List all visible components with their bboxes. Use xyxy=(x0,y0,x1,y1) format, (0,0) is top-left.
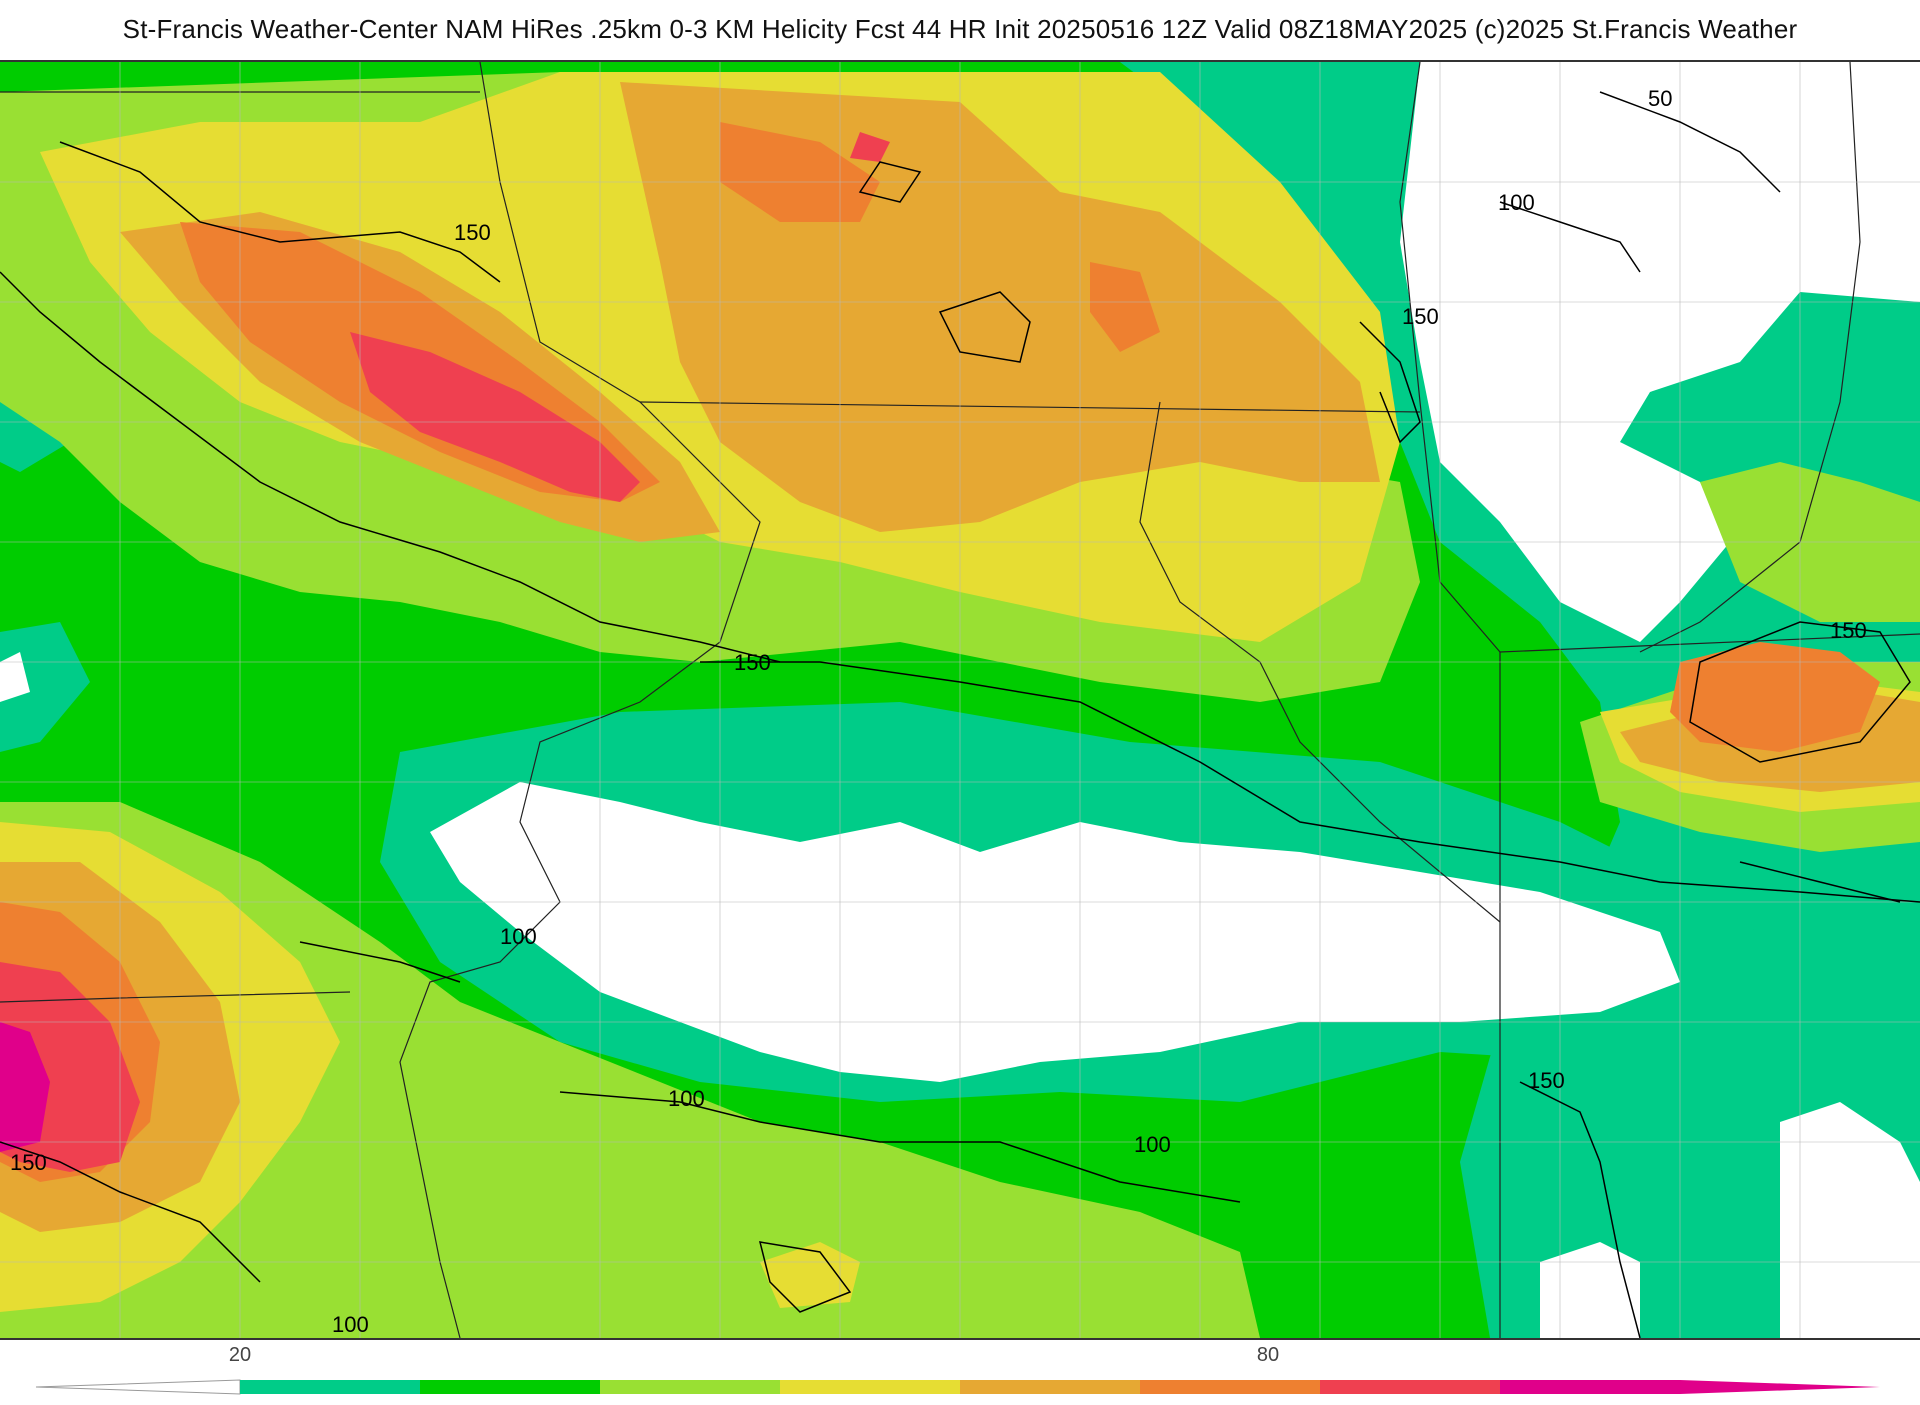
colorbar-segment xyxy=(960,1380,1141,1394)
colorbar: 20 80 xyxy=(0,1336,1920,1400)
contour-label: 150 xyxy=(10,1150,47,1175)
helicity-map: 50 100 150 150 150 150 150 150 100 100 1… xyxy=(0,60,1920,1340)
colorbar-tick-label: 20 xyxy=(228,1344,252,1366)
colorbar-segment xyxy=(1140,1380,1321,1394)
contour-label: 150 xyxy=(734,650,771,675)
colorbar-segment xyxy=(240,1380,421,1394)
colorbar-segment xyxy=(1320,1380,1501,1394)
colorbar-max-arrow xyxy=(1680,1380,1880,1394)
contour-label: 150 xyxy=(1528,1068,1565,1093)
contour-label: 100 xyxy=(500,924,537,949)
contour-label: 150 xyxy=(1830,618,1867,643)
political-boundaries xyxy=(0,62,1920,1338)
colorbar-segment xyxy=(1500,1380,1681,1394)
contour-label: 100 xyxy=(1498,190,1535,215)
contour-label: 150 xyxy=(1402,304,1439,329)
colorbar-min-arrow xyxy=(35,1379,241,1395)
colorbar-segment xyxy=(600,1380,781,1394)
colorbar-graphic xyxy=(35,1379,1880,1395)
helicity-band-magenta xyxy=(0,1022,50,1152)
colorbar-segment xyxy=(780,1380,961,1394)
contour-label: 50 xyxy=(1648,86,1672,111)
contour-label: 150 xyxy=(454,220,491,245)
colorbar-segments xyxy=(240,1380,1681,1394)
map-canvas: 50 100 150 150 150 150 150 150 100 100 1… xyxy=(0,62,1920,1338)
map-title: St-Francis Weather-Center NAM HiRes .25k… xyxy=(122,14,1798,44)
contour-label: 100 xyxy=(668,1086,705,1111)
contour-labels: 50 100 150 150 150 150 150 150 100 100 1… xyxy=(10,86,1867,1337)
helicity-band-white xyxy=(0,62,1920,1338)
helicity-contours xyxy=(0,91,1920,1338)
colorbar-tick-label: 80 xyxy=(1256,1344,1280,1366)
contour-label: 100 xyxy=(1134,1132,1171,1157)
colorbar-segment xyxy=(420,1380,601,1394)
contour-label: 100 xyxy=(332,1312,369,1337)
